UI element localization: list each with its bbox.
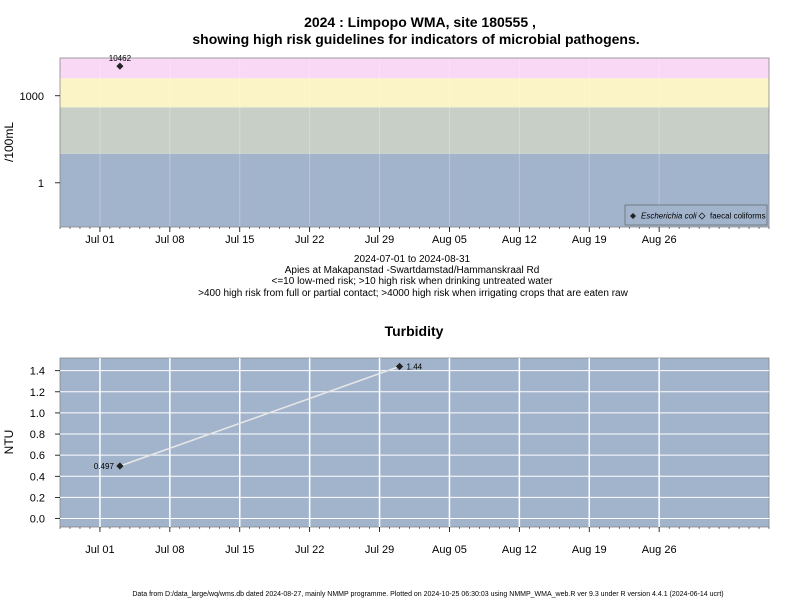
chart1-subtitle-2: Apies at Makapanstad -Swartdamstad/Hamma… <box>285 265 540 276</box>
chart1-xtick-label-7: Aug 19 <box>572 234 607 246</box>
chart1-subtitle-1: 2024-07-01 to 2024-08-31 <box>354 254 471 265</box>
chart2-ytick-label-6: 1.2 <box>30 387 45 399</box>
chart1-xtick-label-3: Jul 22 <box>295 234 324 246</box>
chart2-xtick-label-2: Jul 15 <box>225 544 254 556</box>
chart2-y-axis: 0.0 0.2 0.4 0.6 0.8 1.0 1.2 1.4 <box>30 366 60 526</box>
legend-box <box>624 204 768 226</box>
risk-band-1 <box>60 107 769 154</box>
risk-band-2 <box>60 78 769 108</box>
chart2-x-axis: Jul 01 Jul 08 Jul 15 Jul 22 Jul 29 Aug 05 Aug … <box>59 527 770 556</box>
chart1-x-axis: Jul 01 Jul 08 Jul 15 Jul 22 Jul 29 Aug 05 Aug … <box>59 227 770 246</box>
turbidity-point-label-0: 0.497 <box>94 462 115 471</box>
chart2-xtick-label-5: Aug 05 <box>432 544 467 556</box>
turbidity-line <box>119 365 400 467</box>
chart2-title: Turbidity <box>385 323 444 339</box>
risk-bands <box>60 58 769 227</box>
chart1-frame <box>59 57 770 228</box>
chart2-ytick-label-3: 0.6 <box>30 450 45 462</box>
chart2-ytick-label-0: 0.0 <box>30 514 45 526</box>
chart1-point-label-0-0: 10462 <box>109 54 132 63</box>
chart1-ytick-label-1: 1000 <box>20 91 44 103</box>
turbidity-chart: Turbidity 0.0 0.2 0.4 0.6 0.8 1.0 1.2 1.4 Jul 0… <box>2 323 770 556</box>
chart2-plot-area <box>59 357 770 528</box>
chart1-ytick-label-0: 1 <box>38 178 44 190</box>
footer-note: Data from D:/data_large/wq/wms.db dated … <box>132 591 723 598</box>
chart1-y-axis: 1 1000 <box>20 91 60 190</box>
chart1-xtick-label-4: Jul 29 <box>365 234 394 246</box>
chart2-xtick-label-3: Jul 22 <box>295 544 324 556</box>
chart1-title-line2: showing high risk guidelines for indicat… <box>192 31 639 47</box>
risk-band-3 <box>60 58 769 79</box>
turbidity-point-label-1: 1.44 <box>407 362 423 371</box>
chart2-ytick-label-7: 1.4 <box>30 366 45 378</box>
chart2-ytick-label-4: 0.8 <box>30 429 45 441</box>
chart1-xtick-label-0: Jul 01 <box>85 234 114 246</box>
turbidity-point-1 <box>395 362 404 371</box>
legend-ecoli-label: Escherichia coli <box>641 212 697 221</box>
chart1-subtitle-4: >400 high risk from full or partial cont… <box>198 288 628 299</box>
chart1-subtitle-3: <=10 low-med risk; >10 high risk when dr… <box>272 276 554 287</box>
ecoli-chart: 2024 : Limpopo WMA, site 180555 , showin… <box>2 14 770 299</box>
chart1-xtick-label-2: Jul 15 <box>225 234 254 246</box>
chart1-title-line1: 2024 : Limpopo WMA, site 180555 , <box>304 14 536 30</box>
chart1-legend: Escherichia coli faecal coliforms <box>624 204 768 226</box>
chart1-xtick-label-1: Jul 08 <box>155 234 184 246</box>
chart2-grid <box>60 358 769 527</box>
chart2-xtick-label-7: Aug 19 <box>572 544 607 556</box>
chart2-xtick-label-8: Aug 26 <box>642 544 677 556</box>
chart2-series: 0.497 1.44 <box>94 362 423 471</box>
chart2-ylabel: NTU <box>2 430 16 455</box>
chart1-point-0-0 <box>116 62 124 70</box>
chart2-ytick-label-2: 0.4 <box>30 471 45 483</box>
turbidity-point-0 <box>116 462 124 470</box>
legend-ecoli-marker <box>630 213 636 219</box>
chart1-xtick-label-6: Aug 12 <box>502 234 537 246</box>
chart2-xtick-label-4: Jul 29 <box>365 544 394 556</box>
chart1-ylabel: /100mL <box>2 122 16 162</box>
legend-faecal-marker <box>698 212 706 220</box>
chart1-xtick-label-5: Aug 05 <box>432 234 467 246</box>
legend-faecal-label: faecal coliforms <box>710 212 766 221</box>
chart1-points: 10462 <box>109 54 132 70</box>
chart2-xtick-label-1: Jul 08 <box>155 544 184 556</box>
chart2-xtick-label-6: Aug 12 <box>502 544 537 556</box>
chart2-ytick-label-1: 0.2 <box>30 492 45 504</box>
chart2-xtick-label-0: Jul 01 <box>85 544 114 556</box>
chart1-xtick-label-8: Aug 26 <box>642 234 677 246</box>
chart2-ytick-label-5: 1.0 <box>30 408 45 420</box>
